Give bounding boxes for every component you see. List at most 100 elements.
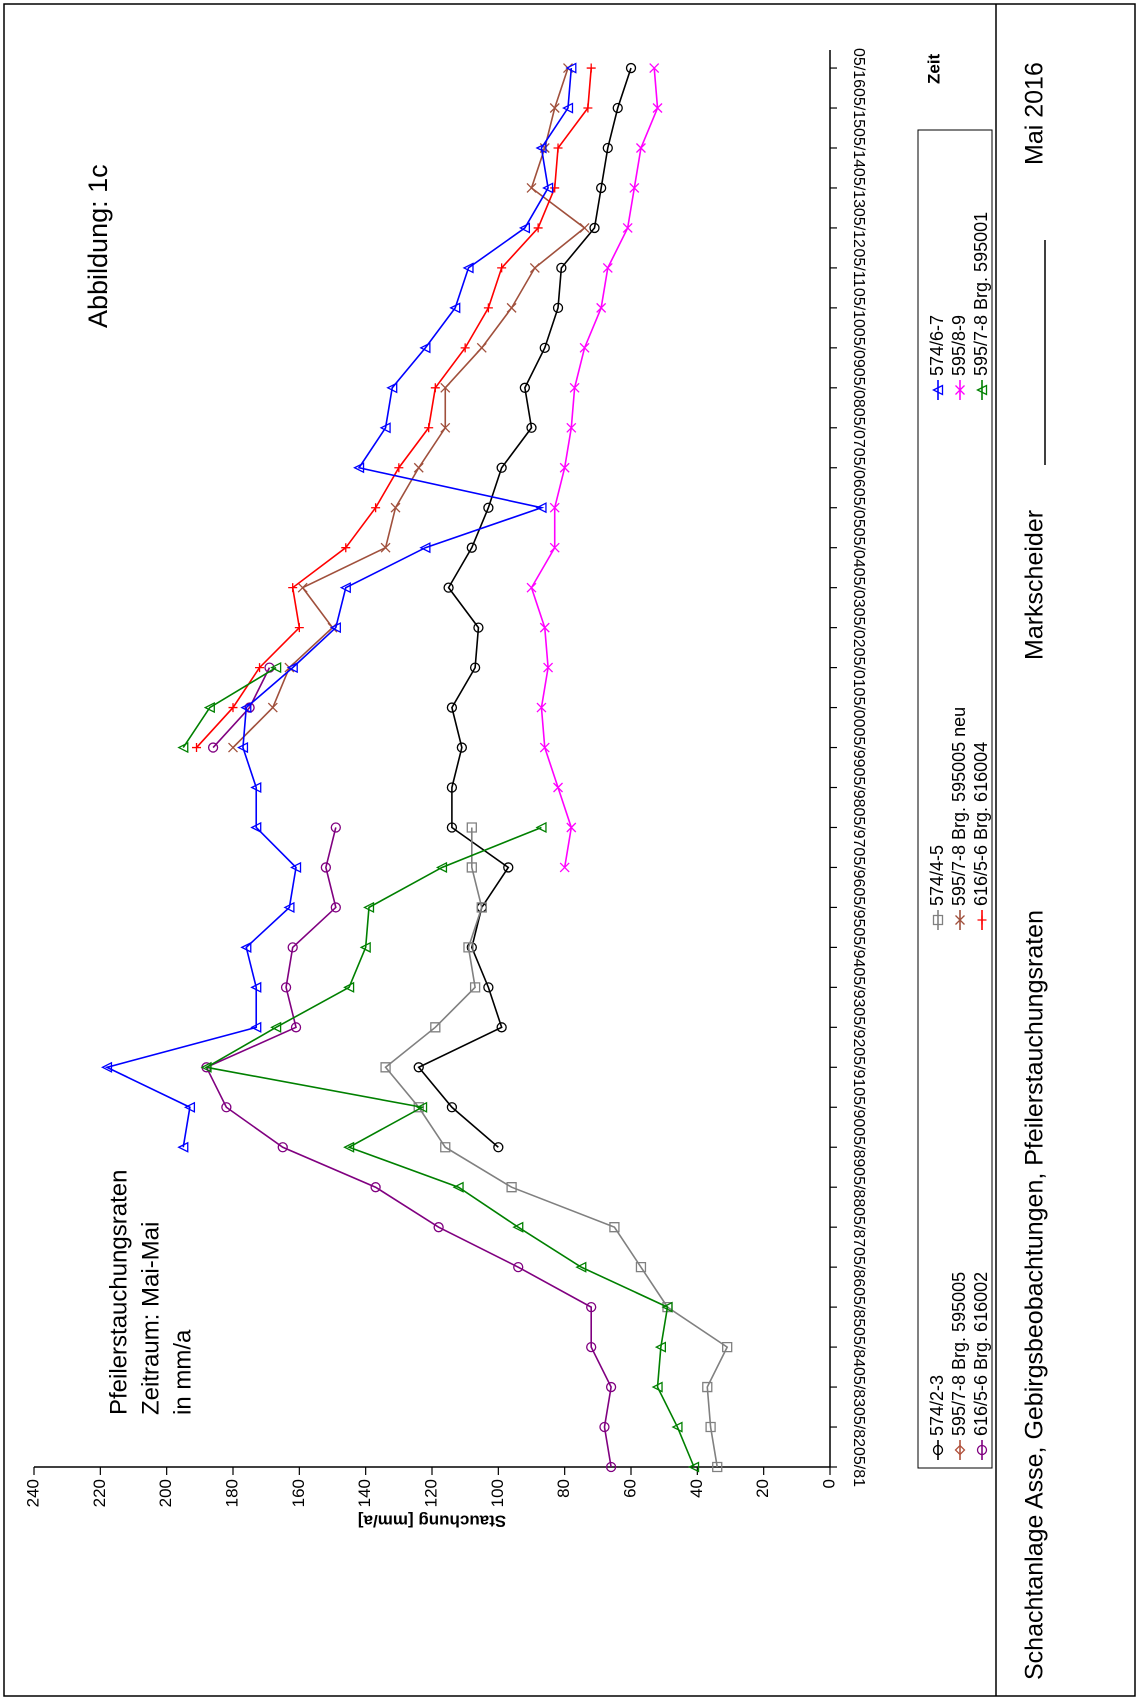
marker <box>954 1444 966 1456</box>
marker <box>443 582 454 593</box>
marker <box>651 1381 663 1393</box>
marker <box>371 503 381 513</box>
marker <box>596 182 607 194</box>
marker <box>559 462 570 473</box>
marker <box>290 861 302 874</box>
marker <box>654 1341 666 1353</box>
x-tick-label: 05/13 <box>850 168 867 208</box>
marker <box>483 982 494 993</box>
x-tick-label: 05/97 <box>850 807 867 847</box>
marker <box>419 342 431 354</box>
marker <box>612 102 623 114</box>
marker <box>466 822 477 833</box>
marker <box>250 781 262 794</box>
marker <box>456 742 468 753</box>
marker <box>661 1301 673 1313</box>
x-tick-label: 05/16 <box>850 48 867 88</box>
series-line <box>205 667 612 1468</box>
y-tick-label: 40 <box>687 1479 706 1498</box>
marker <box>473 622 484 633</box>
marker <box>542 182 554 194</box>
x-tick-label: 05/89 <box>850 1127 867 1167</box>
marker <box>424 423 434 433</box>
marker <box>463 942 474 953</box>
y-tick-label: 200 <box>156 1479 175 1507</box>
marker <box>583 103 593 113</box>
marker <box>602 262 613 273</box>
y-tick-label: 240 <box>23 1479 42 1507</box>
x-tick-label: 05/03 <box>850 568 867 608</box>
marker <box>359 941 371 953</box>
marker <box>101 1061 113 1073</box>
rotated-frame: Abbildung: 1c Pfeilerstauchungsraten Zei… <box>3 3 1136 1697</box>
marker <box>250 981 262 993</box>
x-tick-label: 05/12 <box>850 208 867 248</box>
marker <box>599 1421 610 1433</box>
marker <box>390 502 401 513</box>
marker <box>483 502 494 513</box>
marker <box>977 915 987 925</box>
marker <box>446 702 458 713</box>
x-tick-label: 05/05 <box>850 488 867 528</box>
x-tick-label: 05/86 <box>850 1247 867 1287</box>
marker <box>497 263 507 273</box>
marker <box>379 422 391 434</box>
marker <box>207 742 219 753</box>
annotation: Zeitraum: Mai-Mai <box>137 1222 164 1415</box>
marker <box>433 1222 444 1233</box>
marker <box>559 862 570 873</box>
marker <box>288 583 298 593</box>
series-line <box>232 67 586 749</box>
marker <box>449 302 461 314</box>
x-tick-label: 05/85 <box>850 1287 867 1327</box>
marker <box>569 382 580 393</box>
marker <box>722 1341 733 1353</box>
marker <box>575 1261 587 1273</box>
marker <box>250 1021 262 1033</box>
annotation: in mm/a <box>169 1329 196 1415</box>
marker <box>228 703 238 713</box>
marker <box>602 142 613 154</box>
marker <box>416 1101 428 1113</box>
frame <box>3 3 1136 1697</box>
marker <box>446 822 458 833</box>
marker <box>526 183 537 193</box>
x-tick-label: 05/08 <box>850 368 867 408</box>
marker <box>579 342 590 353</box>
marker <box>955 915 965 925</box>
marker <box>550 183 560 193</box>
marker <box>413 1062 424 1073</box>
marker <box>270 662 282 674</box>
y-tick-label: 220 <box>90 1479 109 1507</box>
x-tick-label: 05/04 <box>850 528 867 568</box>
legend-label: 574/6-7 <box>927 315 947 376</box>
marker <box>386 382 398 394</box>
marker <box>250 821 262 834</box>
marker <box>493 1142 504 1153</box>
marker <box>955 385 965 395</box>
x-tick-label: 05/87 <box>850 1207 867 1247</box>
marker <box>203 702 215 714</box>
series-line <box>195 67 592 749</box>
x-tick-label: 05/02 <box>850 608 867 648</box>
footer-text: Markscheider <box>1021 510 1049 660</box>
marker <box>562 102 574 114</box>
y-tick-label: 20 <box>753 1479 772 1498</box>
marker <box>609 1222 620 1233</box>
marker <box>290 1022 302 1033</box>
marker <box>294 623 304 633</box>
marker <box>320 862 332 873</box>
marker <box>518 222 531 234</box>
x-tick-label: 05/95 <box>850 887 867 927</box>
marker <box>183 1101 196 1113</box>
marker <box>330 822 341 833</box>
marker <box>330 902 341 913</box>
marker <box>549 103 560 113</box>
legend-label: 595/7-8 Brg. 595005 <box>949 1272 969 1436</box>
marker <box>712 1461 723 1473</box>
x-tick-label: 05/09 <box>850 328 867 368</box>
marker <box>976 384 988 396</box>
x-tick-label: 05/98 <box>850 767 867 807</box>
marker <box>419 542 431 554</box>
